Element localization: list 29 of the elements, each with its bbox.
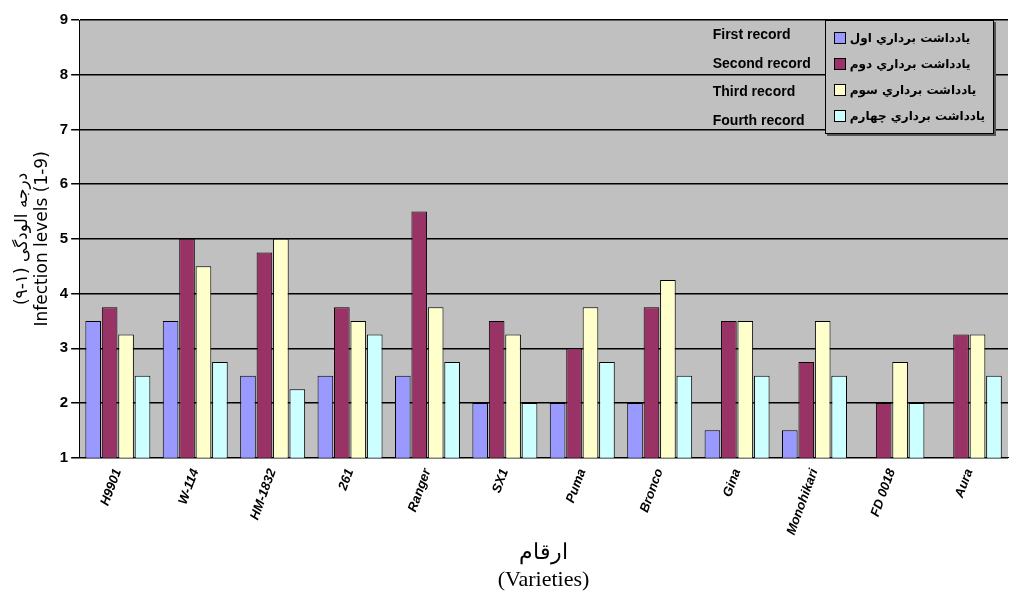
x-tick-label: FD 0018 bbox=[866, 465, 899, 519]
x-tick-label: SX1 bbox=[488, 466, 512, 495]
x-tick-label: H9901 bbox=[96, 466, 125, 508]
x-tick-label: Bronco bbox=[636, 466, 666, 515]
annotation: Fourth record bbox=[712, 110, 806, 130]
x-tick-label: Aura bbox=[950, 466, 976, 501]
y-tick-label: 1 bbox=[59, 447, 69, 465]
annotation: Third record bbox=[712, 82, 797, 102]
legend-label: يادداشت برداري دوم bbox=[849, 56, 971, 74]
annotation: First record bbox=[712, 25, 792, 45]
y-tick-label: 5 bbox=[59, 229, 69, 246]
text: درجه الودگی (۱-۹) bbox=[10, 172, 31, 306]
y-tick-label: 6 bbox=[59, 174, 69, 192]
x-tick-label: Gina bbox=[719, 466, 744, 499]
y-tick-label: 2 bbox=[59, 393, 69, 411]
legend-label: يادداشت برداري سوم bbox=[849, 82, 977, 100]
y-tick-label: 3 bbox=[59, 338, 69, 356]
y-axis-title: Infection levels (1-9) bbox=[31, 151, 52, 327]
legend-label: يادداشت برداري اول bbox=[849, 30, 971, 48]
x-tick-label: Ranger bbox=[404, 465, 434, 514]
x-tick-label: Puma bbox=[562, 466, 589, 505]
x-tick-label: 261 bbox=[334, 466, 357, 493]
y-tick-label: 8 bbox=[59, 64, 69, 82]
y-tick-label: 7 bbox=[59, 119, 69, 137]
y-tick-label: 9 bbox=[59, 10, 69, 28]
annotation: Second record bbox=[712, 53, 811, 73]
legend-label: يادداشت برداري چهارم bbox=[849, 108, 985, 126]
x-tick-label: W-114 bbox=[174, 465, 202, 507]
y-tick-label: 4 bbox=[59, 283, 69, 301]
